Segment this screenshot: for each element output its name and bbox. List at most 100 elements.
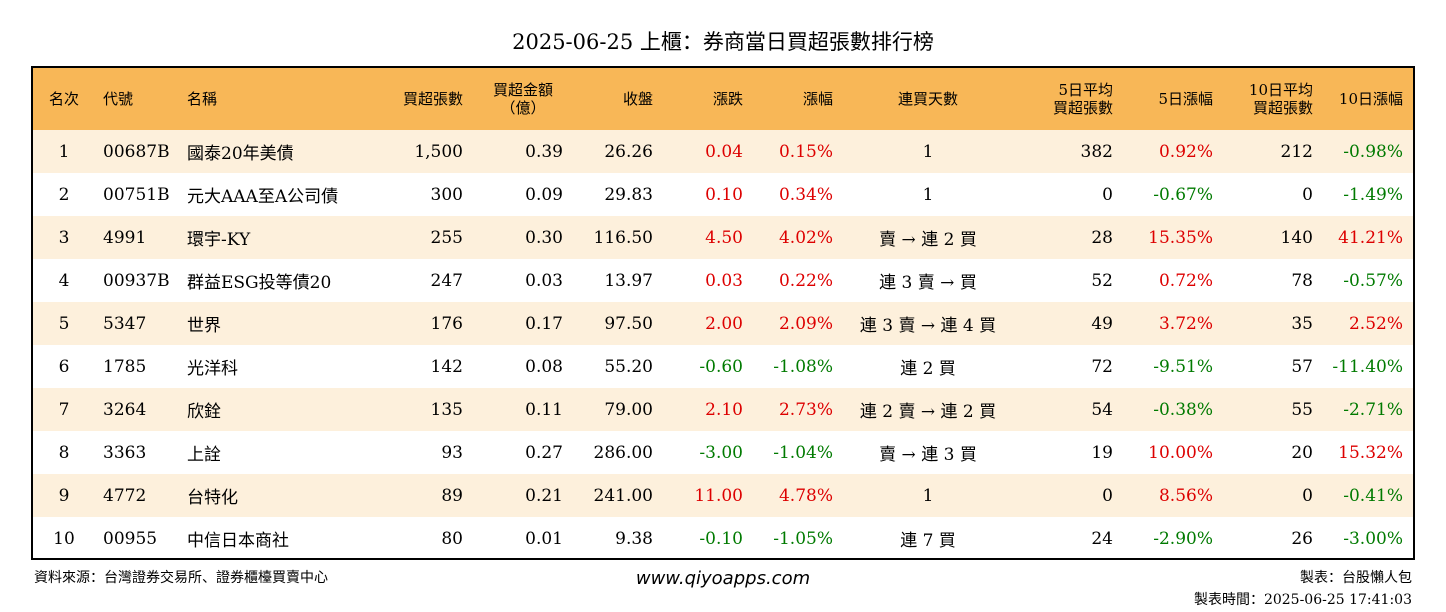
cell-avg5: 54 [1091,399,1113,420]
cell-amount: 0.39 [525,141,563,162]
cell-net-buy: 247 [430,270,463,291]
table-header-row: 名次 代號 名稱 買超張數 買超金額 （億） 收盤 漲跌 漲幅 連買天數 5日平… [33,68,1413,130]
data-source-note: 資料來源：台灣證券交易所、證券櫃檯買賣中心 [34,570,328,586]
cell-code: 3264 [103,399,147,420]
table-row: 2 00751B 元大AAA至A公司債 300 0.09 29.83 0.10 … [33,173,1413,216]
cell-avg10: 140 [1280,227,1313,248]
table-row: 9 4772 台特化 89 0.21 241.00 11.00 4.78% 1 … [33,474,1413,517]
cell-close: 241.00 [593,485,653,506]
cell-rank: 2 [58,184,70,205]
cell-pct10: 2.52% [1348,313,1403,334]
cell-pct5: 0.72% [1158,270,1213,291]
table-row: 4 00937B 群益ESG投等債20 247 0.03 13.97 0.03 … [33,259,1413,302]
cell-amount: 0.03 [525,270,563,291]
cell-avg5: 28 [1091,227,1113,248]
cell-net-buy: 93 [441,442,463,463]
cell-pct10: -0.41% [1343,485,1403,506]
cell-avg5: 52 [1091,270,1113,291]
cell-avg5: 72 [1091,356,1113,377]
cell-avg5: 19 [1091,442,1113,463]
cell-name: 元大AAA至A公司債 [187,187,339,207]
cell-avg10: 212 [1280,141,1313,162]
cell-code: 3363 [103,442,147,463]
cell-pct10: 15.32% [1338,442,1403,463]
col-header-streak: 連買天數 [897,90,958,108]
cell-code: 00751B [103,184,170,205]
cell-avg5: 0 [1102,184,1113,205]
cell-rank: 9 [58,485,70,506]
cell-avg10: 35 [1291,313,1313,334]
cell-name: 國泰20年美債 [187,144,294,164]
cell-pct5: 15.35% [1148,227,1213,248]
col-header-close: 收盤 [622,90,653,108]
cell-change-pct: 4.02% [778,227,833,248]
cell-pct5: -0.67% [1153,184,1213,205]
table-row: 10 00955 中信日本商社 80 0.01 9.38 -0.10 -1.05… [33,517,1413,558]
col-header-amount: 買超金額 （億） [492,81,553,117]
col-header-avg5: 5日平均 買超張數 [1052,81,1113,117]
cell-code: 4772 [103,485,147,506]
col-header-name: 名稱 [187,90,218,108]
cell-pct5: -0.38% [1153,399,1213,420]
cell-pct5: -2.90% [1153,528,1213,549]
table-row: 8 3363 上詮 93 0.27 286.00 -3.00 -1.04% 賣 … [33,431,1413,474]
cell-pct10: -11.40% [1332,356,1403,377]
cell-rank: 7 [58,399,70,420]
site-watermark: www.qiyoapps.com [635,568,811,589]
cell-change: 0.10 [705,184,743,205]
col-header-change: 漲跌 [712,90,743,108]
made-time-label: 製表時間：2025-06-25 17:41:03 [1193,592,1412,608]
cell-close: 29.83 [604,184,653,205]
cell-streak: 賣 → 連 3 買 [879,445,977,465]
cell-rank: 1 [58,141,70,162]
cell-name: 上詮 [187,445,221,465]
cell-code: 5347 [103,313,147,334]
table-row: 1 00687B 國泰20年美債 1,500 0.39 26.26 0.04 0… [33,130,1413,173]
cell-code: 1785 [103,356,147,377]
ranking-table-container: 名次 代號 名稱 買超張數 買超金額 （億） 收盤 漲跌 漲幅 連買天數 5日平… [31,66,1415,560]
cell-change: 2.00 [705,313,743,334]
cell-pct10: -0.98% [1343,141,1403,162]
cell-change: 2.10 [705,399,743,420]
cell-amount: 0.09 [525,184,563,205]
cell-name: 欣銓 [187,402,221,422]
cell-net-buy: 255 [430,227,463,248]
col-header-code: 代號 [103,90,134,108]
cell-close: 79.00 [604,399,653,420]
cell-amount: 0.21 [525,485,563,506]
cell-change: -0.10 [699,528,743,549]
cell-code: 00687B [103,141,170,162]
cell-pct5: 3.72% [1158,313,1213,334]
cell-change-pct: 0.15% [778,141,833,162]
cell-change-pct: -1.04% [773,442,833,463]
table-row: 6 1785 光洋科 142 0.08 55.20 -0.60 -1.08% 連… [33,345,1413,388]
cell-streak: 賣 → 連 2 買 [879,230,977,250]
cell-change: 0.04 [705,141,743,162]
cell-rank: 6 [58,356,70,377]
cell-change: 11.00 [694,485,743,506]
cell-avg5: 24 [1091,528,1113,549]
cell-name: 台特化 [187,488,238,508]
table-row: 7 3264 欣銓 135 0.11 79.00 2.10 2.73% 連 2 … [33,388,1413,431]
cell-rank: 5 [58,313,70,334]
cell-close: 286.00 [593,442,653,463]
cell-amount: 0.17 [525,313,563,334]
cell-amount: 0.01 [525,528,563,549]
cell-rank: 8 [58,442,70,463]
cell-close: 97.50 [604,313,653,334]
cell-amount: 0.08 [525,356,563,377]
cell-streak: 連 2 買 [900,359,956,379]
cell-close: 116.50 [593,227,653,248]
cell-change-pct: 2.09% [778,313,833,334]
cell-avg10: 57 [1291,356,1313,377]
cell-rank: 3 [58,227,70,248]
cell-pct10: -2.71% [1343,399,1403,420]
cell-close: 26.26 [604,141,653,162]
cell-pct5: 8.56% [1158,485,1213,506]
cell-name: 群益ESG投等債20 [187,273,332,293]
ranking-table: 名次 代號 名稱 買超張數 買超金額 （億） 收盤 漲跌 漲幅 連買天數 5日平… [33,68,1413,558]
cell-pct5: -9.51% [1153,356,1213,377]
cell-avg10: 78 [1291,270,1313,291]
col-header-rank: 名次 [48,90,79,108]
cell-net-buy: 80 [441,528,463,549]
